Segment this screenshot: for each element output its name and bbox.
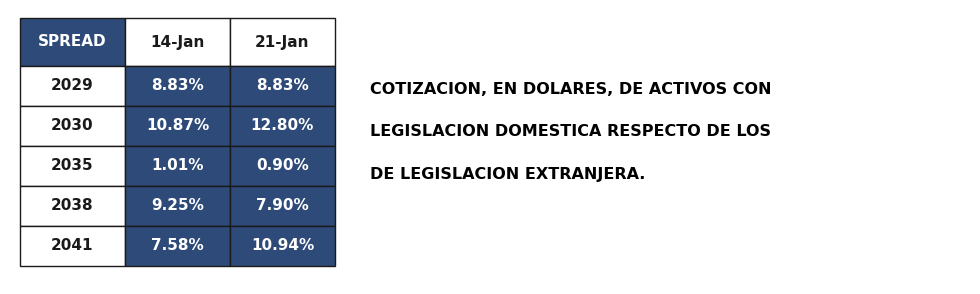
Bar <box>230 186 335 226</box>
Text: 10.87%: 10.87% <box>146 118 209 133</box>
Text: 12.80%: 12.80% <box>251 118 315 133</box>
Bar <box>125 146 230 186</box>
Text: 10.94%: 10.94% <box>251 238 315 253</box>
Bar <box>20 66 125 106</box>
Text: 7.90%: 7.90% <box>256 198 309 213</box>
Text: 9.25%: 9.25% <box>151 198 204 213</box>
Text: 1.01%: 1.01% <box>151 158 204 173</box>
Text: 2041: 2041 <box>51 238 94 253</box>
Bar <box>125 186 230 226</box>
Bar <box>20 146 125 186</box>
Bar <box>230 146 335 186</box>
Bar <box>230 226 335 266</box>
Text: 2035: 2035 <box>51 158 94 173</box>
Text: 2038: 2038 <box>51 198 94 213</box>
Bar <box>125 18 230 66</box>
Bar <box>20 18 125 66</box>
Bar <box>125 226 230 266</box>
Text: 8.83%: 8.83% <box>256 78 309 93</box>
Text: 8.83%: 8.83% <box>151 78 204 93</box>
Bar <box>125 106 230 146</box>
Text: DE LEGISLACION EXTRANJERA.: DE LEGISLACION EXTRANJERA. <box>370 166 646 181</box>
Bar <box>20 186 125 226</box>
Text: 7.58%: 7.58% <box>151 238 204 253</box>
Text: 2030: 2030 <box>51 118 94 133</box>
Bar <box>230 66 335 106</box>
Text: SPREAD: SPREAD <box>38 34 107 49</box>
Bar <box>125 66 230 106</box>
Text: 2029: 2029 <box>51 78 94 93</box>
Bar <box>230 18 335 66</box>
Text: LEGISLACION DOMESTICA RESPECTO DE LOS: LEGISLACION DOMESTICA RESPECTO DE LOS <box>370 124 771 139</box>
Bar <box>20 106 125 146</box>
Bar <box>230 106 335 146</box>
Text: 14-Jan: 14-Jan <box>150 34 205 49</box>
Text: 21-Jan: 21-Jan <box>255 34 310 49</box>
Text: 0.90%: 0.90% <box>256 158 309 173</box>
Bar <box>20 226 125 266</box>
Text: COTIZACION, EN DOLARES, DE ACTIVOS CON: COTIZACION, EN DOLARES, DE ACTIVOS CON <box>370 83 771 98</box>
